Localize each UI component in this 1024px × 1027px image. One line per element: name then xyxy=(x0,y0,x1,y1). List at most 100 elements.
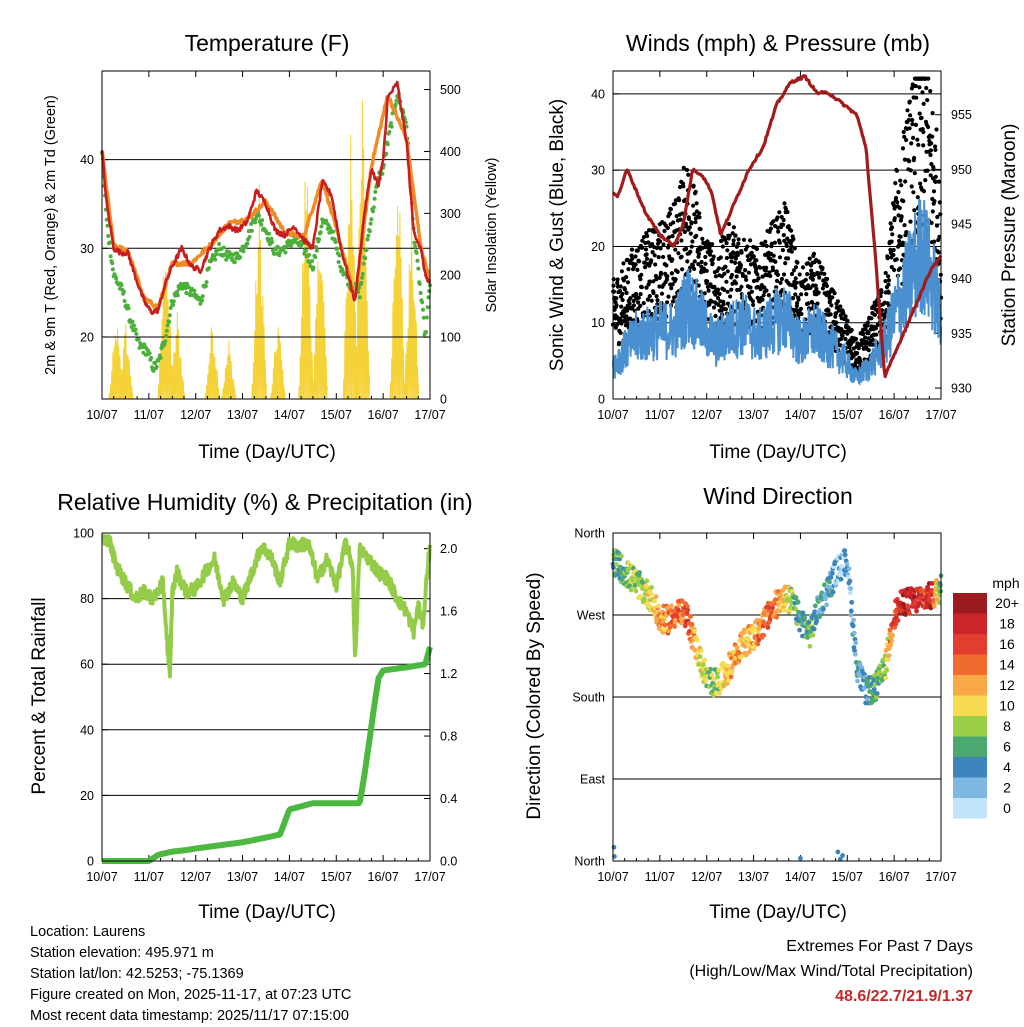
gust-point xyxy=(799,311,804,317)
gust-point xyxy=(719,238,724,243)
gust-point xyxy=(792,246,797,251)
gust-point xyxy=(715,295,721,301)
direction-point xyxy=(892,625,898,630)
gust-point xyxy=(673,247,678,252)
dewpoint-point xyxy=(363,256,368,261)
direction-point xyxy=(742,643,748,649)
dewpoint-point xyxy=(359,280,364,285)
dewpoint-point xyxy=(372,196,377,201)
gust-point xyxy=(641,301,646,306)
gust-point xyxy=(855,351,860,356)
gust-point xyxy=(625,280,631,285)
gust-point xyxy=(622,287,628,292)
gust-point xyxy=(760,297,765,302)
temp-ytick-label: 40 xyxy=(80,153,94,167)
gust-point xyxy=(897,238,902,244)
gust-point xyxy=(649,258,654,263)
gust-point xyxy=(903,179,908,184)
gust-point xyxy=(647,228,652,233)
dewpoint-point xyxy=(184,291,189,295)
gust-point xyxy=(693,189,698,194)
gust-point xyxy=(781,217,786,223)
gust-point xyxy=(902,157,908,162)
gust-point xyxy=(756,276,761,281)
gust-point xyxy=(716,266,722,271)
dewpoint-point xyxy=(267,231,272,236)
gust-point xyxy=(915,137,920,142)
gust-point xyxy=(678,217,683,222)
dewpoint-point xyxy=(425,305,430,310)
wind-ytick-label: 30 xyxy=(591,164,605,178)
gust-point xyxy=(711,254,716,259)
dewpoint-point xyxy=(418,291,423,295)
gust-point xyxy=(931,189,937,194)
gust-point xyxy=(703,261,708,266)
gust-point xyxy=(667,211,673,216)
gust-point xyxy=(713,274,719,279)
temp-xtick-label: 10/07 xyxy=(86,408,117,422)
direction-point xyxy=(751,644,757,650)
gust-point xyxy=(920,90,925,95)
dewpoint-point xyxy=(373,189,378,194)
gust-point xyxy=(938,212,943,217)
gust-point xyxy=(800,265,806,270)
gust-point xyxy=(611,277,616,282)
dewpoint-point xyxy=(200,294,205,299)
wind-ylabel-right: Station Pressure (Maroon) xyxy=(999,124,1020,347)
gust-point xyxy=(888,221,893,226)
dewpoint-point xyxy=(424,315,429,320)
colorbar-swatch xyxy=(953,798,987,819)
gust-point xyxy=(733,260,738,265)
gust-point xyxy=(633,262,638,267)
gust-point xyxy=(671,220,676,225)
dewpoint-point xyxy=(247,235,252,239)
gust-point xyxy=(723,264,728,269)
direction-point xyxy=(932,603,937,608)
dewpoint-point xyxy=(245,241,250,246)
gust-point xyxy=(658,270,664,275)
temp-right-ytick-label: 500 xyxy=(440,83,461,97)
gust-point xyxy=(928,152,933,158)
gust-point xyxy=(794,280,799,285)
dewpoint-point xyxy=(114,276,119,281)
colorbar-label: 12 xyxy=(999,677,1015,693)
gust-point xyxy=(723,237,728,242)
direction-point xyxy=(793,595,799,600)
gust-point xyxy=(700,236,705,241)
direction-point xyxy=(770,605,775,611)
gust-point xyxy=(681,184,686,189)
direction-point xyxy=(632,582,638,588)
direction-point xyxy=(830,589,836,595)
gust-point xyxy=(684,167,690,173)
gust-point xyxy=(635,248,640,253)
temp-ylabel-left: 2m & 9m T (Red, Orange) & 2m Td (Green) xyxy=(43,95,59,375)
gust-point xyxy=(781,233,786,238)
direction-point xyxy=(830,570,835,576)
rh-right-ytick-label: 1.6 xyxy=(440,605,457,619)
gust-point xyxy=(720,244,726,249)
gust-point xyxy=(725,269,730,274)
gust-point xyxy=(644,252,649,257)
gust-point xyxy=(618,330,623,335)
gust-point xyxy=(614,296,619,301)
gust-point xyxy=(840,333,845,338)
gust-point xyxy=(866,348,871,353)
dewpoint-point xyxy=(314,245,318,249)
wind-right-ytick-label: 950 xyxy=(951,163,972,177)
gust-point xyxy=(738,263,744,268)
direction-point xyxy=(746,649,752,655)
colorbar-label: 14 xyxy=(999,657,1015,673)
gust-point xyxy=(705,279,710,284)
solar-insolation-spike xyxy=(108,329,124,400)
gust-point xyxy=(921,129,926,135)
dewpoint-point xyxy=(421,307,425,312)
gust-point xyxy=(886,278,892,283)
dewpoint-point xyxy=(213,257,218,262)
gust-point xyxy=(717,291,722,297)
gust-point xyxy=(793,276,798,281)
gust-point xyxy=(665,300,670,305)
rh-right-ytick-label: 2.0 xyxy=(440,542,457,556)
gust-point xyxy=(729,259,734,264)
gust-point xyxy=(675,269,680,274)
solar-insolation-spike xyxy=(298,181,314,400)
